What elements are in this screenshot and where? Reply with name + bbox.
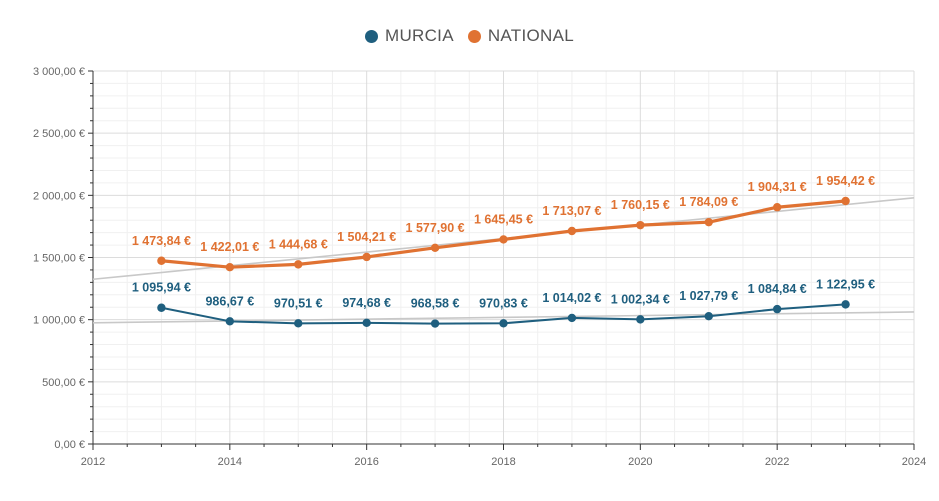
data-point-murcia[interactable] [294,319,303,328]
y-tick-label: 1 000,00 € [33,315,85,327]
y-tick-label: 2 000,00 € [33,190,85,202]
y-tick-label: 2 500,00 € [33,128,85,140]
legend-marker-murcia [364,29,378,43]
data-label-murcia: 1 084,84 € [748,282,807,296]
y-tick-label: 1 500,00 € [33,253,85,265]
data-label-murcia: 1 122,95 € [816,277,875,291]
x-tick-label: 2016 [354,456,378,468]
data-point-national[interactable] [499,235,508,244]
data-label-national: 1 504,21 € [337,230,396,244]
data-label-national: 1 422,01 € [200,240,259,254]
data-point-national[interactable] [636,220,645,230]
data-label-national: 1 713,07 € [542,204,601,218]
legend: MURCIA NATIONAL [0,24,939,48]
data-point-national[interactable] [704,217,713,227]
x-tick-label: 2020 [628,456,652,468]
data-point-national[interactable] [430,243,440,253]
x-tick-label: 2018 [491,456,515,468]
legend-item-murcia[interactable]: MURCIA [364,26,454,46]
data-label-national: 1 645,45 € [474,212,533,226]
data-label-national: 1 473,84 € [132,234,191,248]
data-label-murcia: 970,83 € [479,296,528,310]
data-label-national: 1 904,31 € [748,180,807,194]
data-point-national[interactable] [567,226,577,236]
data-label-murcia: 970,51 € [274,296,323,310]
data-label-murcia: 968,58 € [411,297,460,311]
data-point-murcia[interactable] [430,319,440,328]
legend-label-murcia: MURCIA [384,26,454,45]
legend-item-national[interactable]: NATIONAL [467,26,574,46]
data-label-murcia: 1 002,34 € [611,292,670,306]
legend-marker-national [467,29,481,43]
data-point-national[interactable] [157,256,166,265]
data-label-national: 1 577,90 € [406,221,465,235]
y-tick-label: 500,00 € [42,377,85,389]
data-label-national: 1 760,15 € [611,198,670,212]
data-point-murcia[interactable] [772,304,782,314]
data-point-murcia[interactable] [362,318,371,328]
data-label-national: 1 444,68 € [269,237,328,251]
x-tick-label: 2014 [218,456,242,468]
data-label-murcia: 1 095,94 € [132,281,191,295]
data-point-murcia[interactable] [636,315,645,324]
y-tick-label: 3 000,00 € [33,66,85,78]
data-label-murcia: 1 027,79 € [679,289,738,303]
y-tick-label: 0,00 € [54,439,85,451]
x-tick-label: 2024 [902,456,926,468]
data-label-murcia: 986,67 € [205,294,254,308]
data-label-national: 1 954,42 € [816,174,875,188]
data-point-national[interactable] [362,252,371,262]
x-tick-label: 2012 [81,456,105,468]
data-point-national[interactable] [225,262,235,272]
data-point-national[interactable] [772,203,782,212]
data-point-murcia[interactable] [704,312,713,321]
data-point-murcia[interactable] [567,313,577,323]
data-point-murcia[interactable] [841,300,850,309]
data-label-murcia: 974,68 € [342,296,391,310]
data-point-national[interactable] [294,260,303,269]
data-label-national: 1 784,09 € [679,195,738,209]
data-point-murcia[interactable] [157,303,166,312]
data-point-national[interactable] [841,196,850,206]
data-label-murcia: 1 014,02 € [542,291,601,305]
x-tick-label: 2022 [765,456,789,468]
data-point-murcia[interactable] [499,319,508,328]
data-point-murcia[interactable] [225,317,235,326]
legend-label-national: NATIONAL [487,26,574,45]
